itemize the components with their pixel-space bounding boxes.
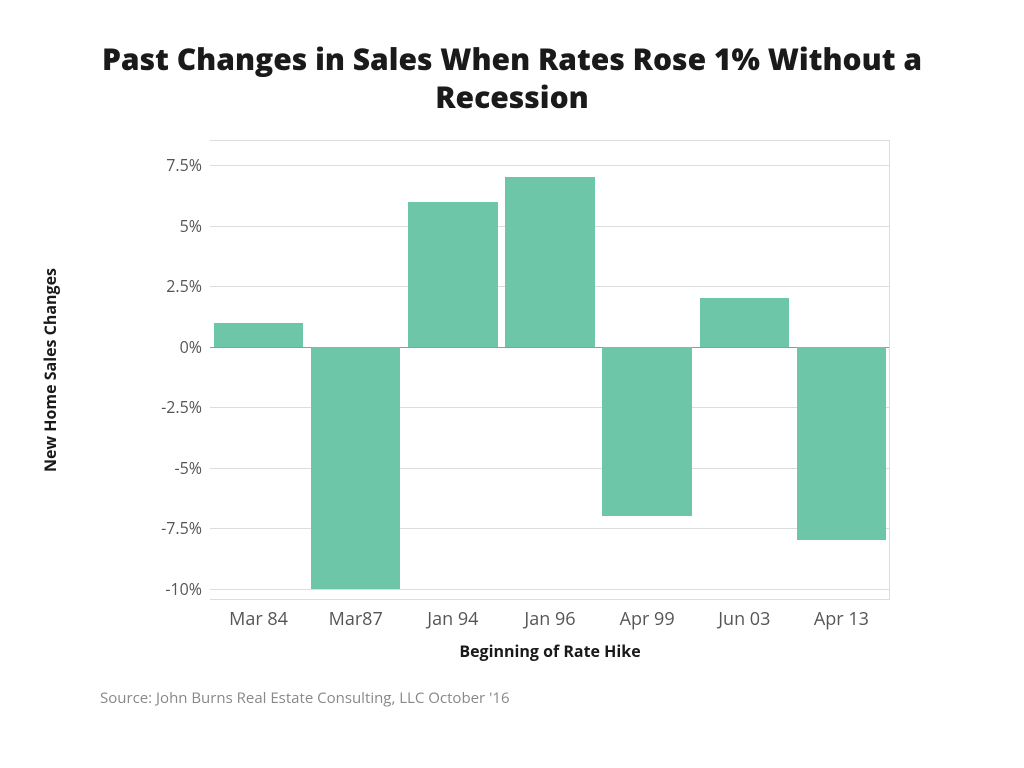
grid-line [210,165,889,166]
x-tick-label: Jan 96 [524,599,575,631]
y-tick-label: 7.5% [166,154,210,176]
bar [797,347,886,541]
x-tick-label: Apr 13 [814,599,869,631]
x-tick-label: Mar 84 [229,599,288,631]
grid-line [210,589,889,590]
x-tick-label: Jan 94 [427,599,478,631]
x-tick-label: Mar87 [329,599,383,631]
bar [214,323,303,347]
y-tick-label: -7.5% [161,517,210,539]
y-tick-label: 0% [180,336,210,358]
bar [602,347,691,516]
source-text: Source: John Burns Real Estate Consultin… [100,688,510,708]
y-tick-label: -5% [174,457,210,479]
bar [505,177,594,346]
bar [408,202,497,347]
chart-title: Past Changes in Sales When Rates Rose 1%… [60,40,964,115]
y-axis-title: New Home Sales Changes [39,240,61,500]
x-tick-label: Apr 99 [620,599,675,631]
y-tick-label: 5% [180,215,210,237]
bar [700,298,789,346]
bar [311,347,400,589]
y-tick-label: -2.5% [161,396,210,418]
y-tick-label: -10% [165,578,210,600]
plot-area: 7.5%5%2.5%0%-2.5%-5%-7.5%-10%Mar 84Mar87… [210,140,890,600]
x-tick-label: Jun 03 [718,599,770,631]
y-tick-label: 2.5% [166,275,210,297]
x-axis-title: Beginning of Rate Hike [459,640,640,662]
